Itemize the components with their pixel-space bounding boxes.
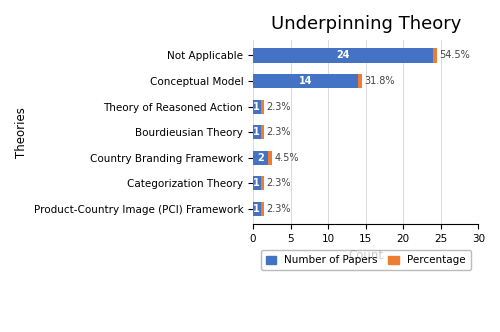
Legend: Number of Papers, Percentage: Number of Papers, Percentage: [260, 250, 471, 270]
Bar: [253, 151, 268, 165]
Text: 31.8%: 31.8%: [364, 76, 394, 86]
Bar: [260, 176, 264, 190]
Text: 1: 1: [254, 102, 260, 112]
Bar: [253, 125, 260, 139]
Text: 1: 1: [254, 178, 260, 188]
Title: Underpinning Theory: Underpinning Theory: [270, 15, 461, 33]
Bar: [434, 48, 437, 62]
Bar: [260, 202, 264, 216]
Text: 14: 14: [299, 76, 312, 86]
X-axis label: Count: Count: [348, 249, 384, 262]
Bar: [260, 100, 264, 114]
Text: 2.3%: 2.3%: [266, 102, 291, 112]
Text: 1: 1: [254, 127, 260, 137]
Bar: [268, 151, 272, 165]
Y-axis label: Theories: Theories: [15, 107, 28, 157]
Bar: [253, 100, 260, 114]
Text: 4.5%: 4.5%: [274, 153, 298, 163]
Text: 2.3%: 2.3%: [266, 204, 291, 214]
Text: 2.3%: 2.3%: [266, 127, 291, 137]
Text: 24: 24: [336, 50, 350, 60]
Bar: [253, 48, 434, 62]
Bar: [260, 125, 264, 139]
Text: 2.3%: 2.3%: [266, 178, 291, 188]
Bar: [253, 202, 260, 216]
Bar: [253, 176, 260, 190]
Text: 54.5%: 54.5%: [440, 50, 470, 60]
Text: 1: 1: [254, 204, 260, 214]
Bar: [253, 74, 358, 88]
Text: 2: 2: [257, 153, 264, 163]
Bar: [358, 74, 362, 88]
